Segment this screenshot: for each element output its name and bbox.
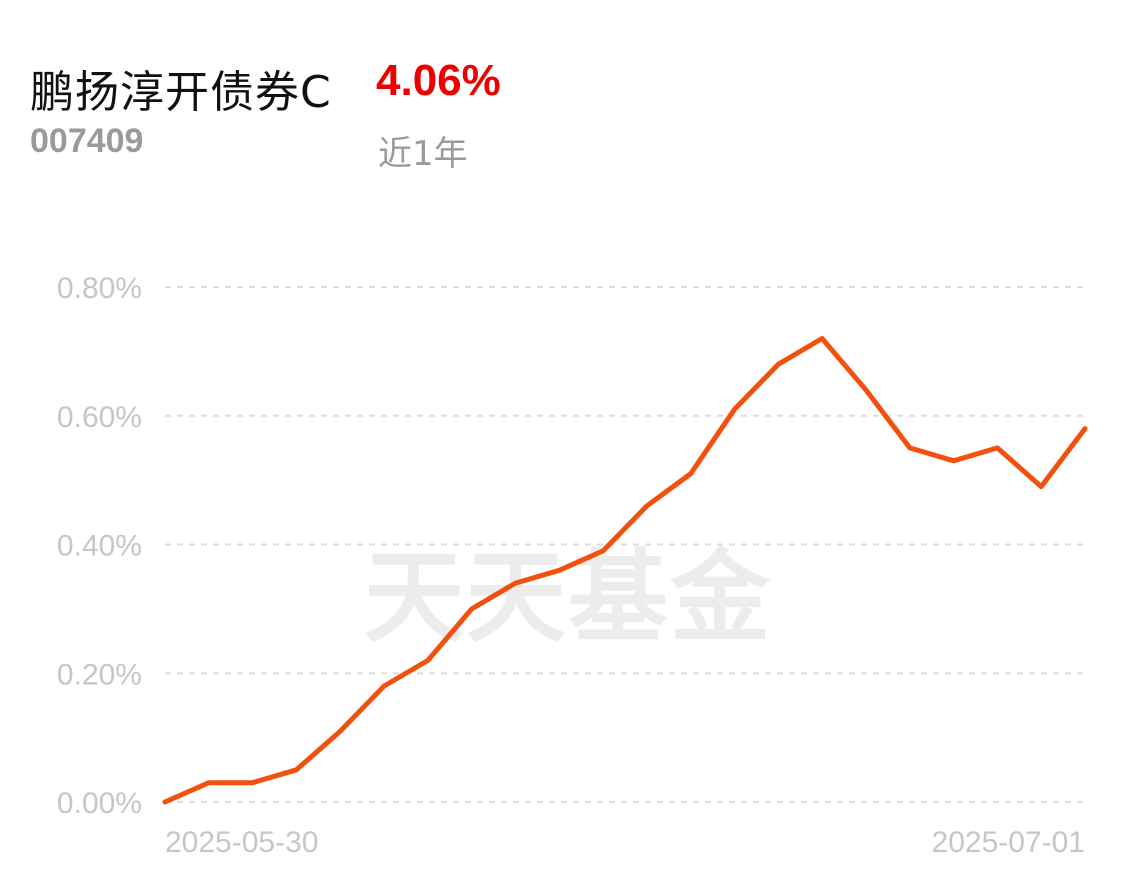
y-tick-label: 0.40% (57, 530, 142, 563)
series-layer (162, 336, 1088, 805)
x-tick-label: 2025-05-30 (165, 826, 318, 859)
x-axis-ticks: 2025-05-30 2025-07-01 (165, 826, 1085, 859)
y-tick-label: 0.60% (57, 401, 142, 434)
fund-code: 007409 (30, 122, 144, 160)
series-line (162, 336, 1088, 805)
watermark: 天天基金 (364, 538, 772, 656)
x-tick-label: 2025-07-01 (932, 826, 1085, 859)
grid-lines (165, 286, 1085, 803)
period-label: 近1年 (378, 134, 468, 174)
y-tick-label: 0.00% (57, 787, 142, 820)
fund-name: 鹏扬淳开债券C (30, 67, 332, 118)
fund-return-value: 4.06% (376, 56, 501, 105)
y-tick-label: 0.80% (57, 272, 142, 305)
y-tick-label: 0.20% (57, 658, 142, 691)
y-axis-ticks: 0.00% 0.20% 0.40% 0.60% 0.80% (57, 272, 142, 820)
